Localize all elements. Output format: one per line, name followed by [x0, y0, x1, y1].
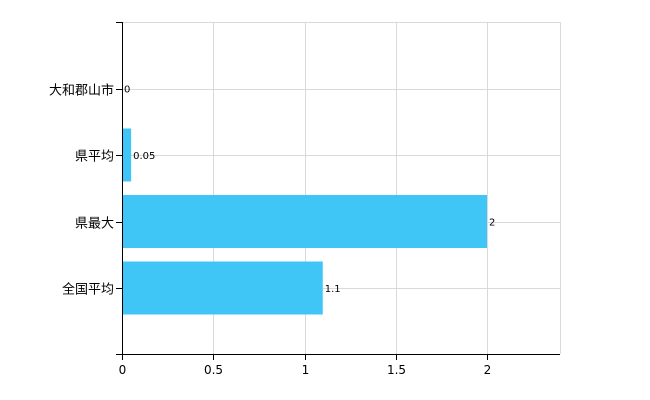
x-tick-label-4: 2	[484, 363, 492, 377]
x-tick-label-1: 0.5	[204, 363, 223, 377]
value-label-1: 0.05	[133, 151, 155, 162]
axes	[116, 22, 560, 360]
value-label-2: 2	[489, 218, 495, 229]
y-tick-label-3: 全国平均	[62, 282, 114, 298]
bar-1	[122, 128, 132, 182]
bar-3	[122, 261, 323, 315]
value-label-3: 1.1	[325, 284, 341, 295]
y-tick-label-1: 県平均	[75, 150, 114, 165]
x-tick-label-3: 1.5	[387, 363, 406, 377]
x-tick-label-2: 1	[302, 363, 310, 377]
y-tick-label-0: 大和郡山市	[49, 83, 114, 99]
x-tick-label-0: 0	[119, 363, 127, 377]
bar-2	[122, 195, 487, 248]
bars	[122, 128, 487, 315]
y-tick-label-2: 県最大	[75, 217, 114, 232]
value-label-0: 0	[124, 85, 130, 96]
